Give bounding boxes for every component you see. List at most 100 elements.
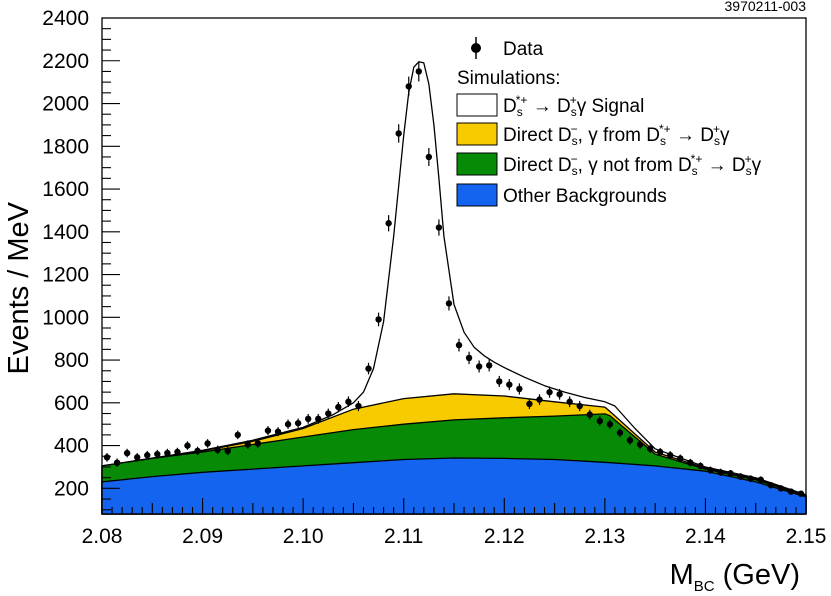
legend-data-marker (471, 37, 481, 59)
data-point (667, 451, 674, 460)
data-point (284, 419, 292, 429)
data-point (697, 462, 704, 470)
data-point (536, 394, 543, 405)
data-point (395, 124, 402, 143)
data-point (747, 475, 754, 483)
data-point (616, 428, 624, 438)
legend-direct-from: Direct Ds−, γ from Ds*+ → Ds+γ (503, 122, 730, 148)
y-tick-label: 1400 (42, 221, 89, 244)
data-point (566, 396, 573, 408)
data-point (355, 400, 362, 412)
data-point (526, 398, 533, 410)
x-tick-label: 2.10 (283, 525, 324, 548)
y-tick-label: 1800 (42, 135, 89, 158)
y-tick-label: 1600 (42, 178, 89, 201)
data-point (224, 446, 231, 456)
legend-swatch-signal (456, 93, 498, 117)
data-point (415, 61, 422, 82)
x-axis-title-main: M (670, 559, 694, 591)
data-point (646, 444, 654, 454)
data-point (214, 445, 221, 455)
legend-swatch-other (456, 183, 498, 207)
data-point (174, 447, 181, 457)
x-axis-title-unit: (GeV) (715, 559, 800, 591)
data-point (194, 446, 201, 456)
legend: Data Simulations: Ds*+ → Ds+γ Signal Dir… (456, 37, 762, 207)
data-point (717, 468, 724, 476)
legend-simulations: Simulations: (457, 68, 561, 89)
x-axis-title: MBC (GeV) (670, 559, 800, 595)
data-point (335, 401, 342, 413)
x-tick-label: 2.13 (584, 525, 625, 548)
data-point (375, 312, 382, 327)
data-points (103, 61, 805, 497)
legend-swatch-direct-not-from (456, 152, 498, 176)
data-point (294, 418, 302, 428)
data-point (254, 439, 262, 448)
data-point (465, 351, 473, 365)
data-point (244, 440, 252, 449)
data-point (325, 408, 332, 419)
data-point (425, 147, 433, 166)
data-point (445, 296, 453, 311)
data-point (677, 454, 684, 463)
data-point (506, 379, 513, 391)
figure-id: 3970211-003 (725, 0, 807, 14)
data-point (164, 448, 171, 458)
data-point (123, 448, 131, 458)
data-point (596, 416, 604, 426)
data-point (264, 426, 272, 436)
y-axis-title: Events / MeV (3, 201, 35, 374)
data-point (405, 76, 412, 97)
y-tick-label: 1200 (42, 264, 89, 287)
data-point (184, 441, 191, 450)
data-point (486, 359, 493, 372)
data-point (435, 219, 443, 236)
data-point (385, 215, 392, 232)
legend-direct-not-from: Direct Ds−, γ not from Ds*+ → Ds+γ (503, 152, 762, 178)
data-point (144, 450, 151, 460)
data-point (516, 383, 523, 395)
data-point (304, 413, 312, 424)
data-point (656, 447, 664, 457)
data-point (475, 360, 483, 373)
y-tick-label: 400 (54, 435, 89, 458)
data-point (797, 490, 805, 497)
x-tick-label: 2.15 (786, 525, 827, 548)
legend-signal: Ds*+ → Ds+γ Signal (503, 93, 644, 119)
data-point (586, 409, 593, 420)
x-tick-label: 2.11 (384, 525, 423, 548)
y-tick-label: 600 (54, 392, 89, 415)
data-point (274, 427, 282, 437)
data-point (345, 396, 352, 408)
data-point (606, 419, 614, 429)
y-tick-label: 1000 (42, 306, 89, 329)
x-tick-label: 2.08 (82, 525, 123, 548)
data-point (707, 466, 714, 474)
data-point (626, 435, 634, 445)
data-point (727, 469, 734, 477)
area-other-backgrounds (101, 457, 807, 515)
data-point (496, 375, 503, 388)
data-point (757, 476, 764, 484)
legend-other: Other Backgrounds (503, 186, 667, 207)
x-tick-label: 2.12 (484, 525, 525, 548)
y-tick-label: 2200 (42, 50, 89, 73)
data-point (455, 338, 463, 352)
data-point (737, 473, 744, 481)
data-point (767, 481, 774, 489)
data-point (134, 453, 141, 462)
legend-data: Data (503, 39, 544, 60)
data-point (234, 430, 241, 440)
data-point (556, 388, 563, 400)
data-point (636, 440, 644, 449)
y-tick-label: 800 (54, 349, 89, 372)
legend-swatch-direct-from (456, 122, 498, 146)
data-point (546, 386, 553, 398)
y-tick-label: 2400 (42, 7, 89, 30)
data-point (315, 413, 322, 424)
data-point (787, 488, 795, 495)
data-point (154, 449, 161, 459)
data-point (576, 400, 583, 412)
